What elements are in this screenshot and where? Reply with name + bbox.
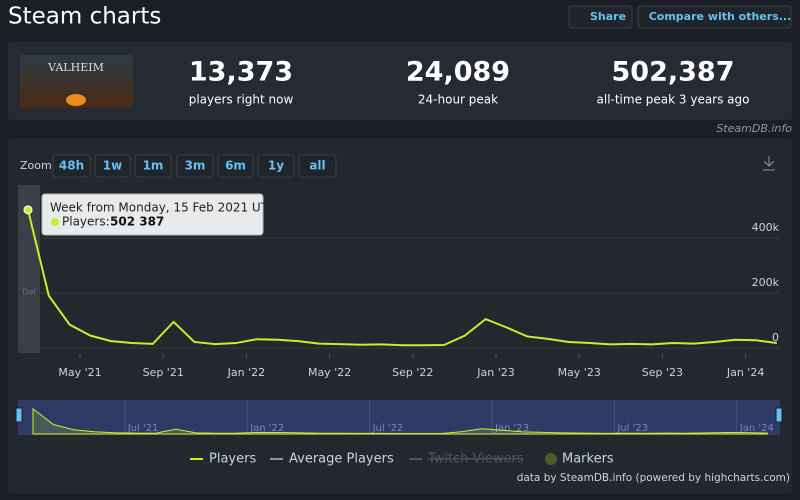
legend-symbol[interactable]: [545, 453, 557, 465]
watermark: SteamDB.info: [716, 122, 792, 135]
tooltip: [41, 193, 264, 236]
navigator-tick-label: Jul '23: [616, 423, 648, 434]
download-icon[interactable]: [763, 156, 775, 171]
x-tick-label: Jan '22: [227, 366, 265, 379]
zoom-button-label[interactable]: 3m: [185, 159, 206, 173]
zoom-button-label[interactable]: 1w: [103, 159, 122, 173]
stat-label: all-time peak 3 years ago: [597, 93, 750, 107]
x-tick-label: Sep '21: [143, 366, 184, 379]
highlight-band: [18, 185, 40, 353]
legend-label[interactable]: Twitch Viewers: [427, 452, 524, 467]
stat-value: 13,373: [189, 57, 293, 88]
zoom-button-label[interactable]: 1y: [268, 159, 284, 173]
tooltip-point: [23, 205, 33, 215]
stat-value: 24,089: [406, 57, 510, 88]
credit: data by SteamDB.info (powered by highcha…: [517, 472, 790, 484]
zoom-button[interactable]: [257, 154, 295, 178]
x-tick-label: Sep '22: [392, 366, 433, 379]
zoom-button[interactable]: [52, 154, 91, 178]
navigator: [18, 400, 780, 435]
tooltip-label: Players:: [62, 215, 110, 229]
navigator-handle[interactable]: [775, 407, 783, 423]
navigator-tick-label: Jan '24: [739, 423, 774, 434]
y-tick-label: 200k: [752, 276, 780, 289]
share-label[interactable]: Share: [590, 10, 626, 23]
navigator-tick-label: Jan '22: [249, 423, 284, 434]
x-tick-label: Sep '23: [642, 366, 683, 379]
y-tick-label: 0: [772, 331, 779, 344]
zoom-button[interactable]: [176, 154, 214, 178]
tooltip-title: Week from Monday, 15 Feb 2021 UTC: [50, 201, 276, 215]
page-title: Steam charts: [8, 4, 161, 30]
zoom-button-label[interactable]: 1m: [143, 159, 164, 173]
x-tick-label: Jan '24: [726, 366, 764, 379]
chart-panel: [8, 138, 792, 494]
zoom-button[interactable]: [134, 154, 172, 178]
navigator-handle[interactable]: [15, 407, 23, 423]
compare-button[interactable]: [637, 5, 792, 29]
tooltip-dot: [51, 218, 59, 226]
stat-label: 24-hour peak: [418, 93, 498, 107]
zoom-button[interactable]: [298, 154, 337, 178]
y-tick-label: 400k: [752, 221, 780, 234]
x-tick-label: May '21: [58, 366, 101, 379]
logo-fire: [66, 94, 86, 106]
marker-label: Del: [22, 288, 35, 297]
navigator-tick-label: Jan '23: [494, 423, 529, 434]
compare-label[interactable]: Compare with others...: [649, 10, 792, 23]
x-tick-label: Jan '23: [476, 366, 514, 379]
navigator-area: [32, 407, 768, 435]
tooltip-value: 502 387: [110, 215, 164, 229]
zoom-label: Zoom: [20, 159, 52, 172]
share-button[interactable]: [568, 5, 633, 29]
legend-label[interactable]: Average Players: [289, 452, 394, 467]
zoom-button[interactable]: [217, 154, 254, 178]
legend-label[interactable]: Players: [209, 452, 256, 467]
players-line: [27, 209, 777, 347]
zoom-button[interactable]: [94, 154, 131, 178]
logo-text: VALHEIM: [47, 61, 104, 74]
stats-panel: [8, 42, 792, 120]
navigator-tick-label: Jul '22: [372, 423, 404, 434]
x-tick-label: May '22: [308, 366, 351, 379]
legend-label[interactable]: Markers: [562, 452, 614, 467]
stat-label: players right now: [189, 93, 294, 107]
zoom-button-label[interactable]: 48h: [59, 159, 84, 173]
zoom-button-label[interactable]: 6m: [225, 159, 246, 173]
x-tick-label: May '23: [558, 366, 601, 379]
zoom-button-label[interactable]: all: [309, 159, 325, 173]
stat-value: 502,387: [612, 57, 735, 88]
navigator-tick-label: Jul '21: [127, 423, 159, 434]
